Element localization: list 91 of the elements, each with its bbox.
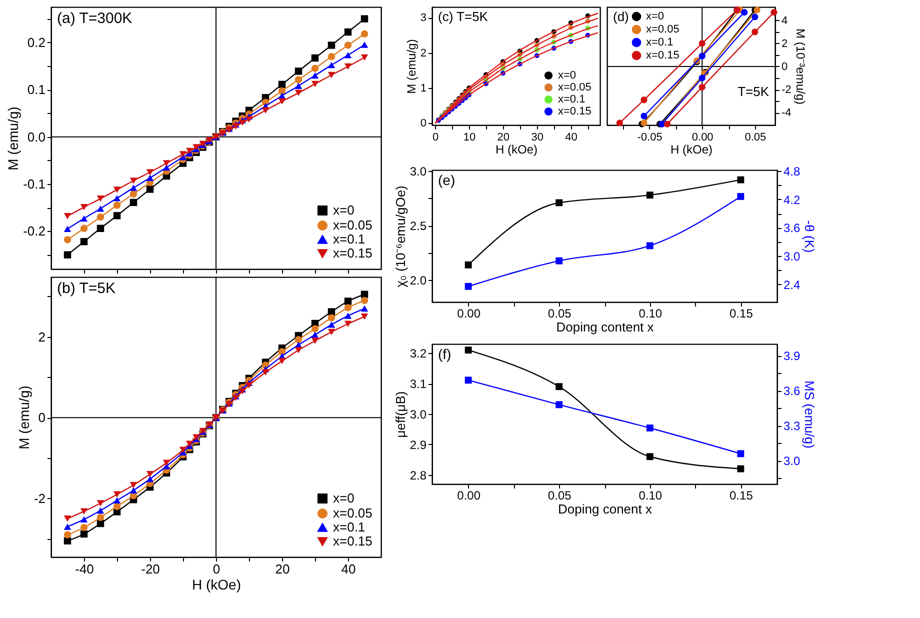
y2-tick-label: 3.9	[784, 349, 801, 364]
x-tick-label: -40	[75, 562, 94, 576]
x-tick-label: -0.05	[637, 132, 662, 144]
y2-tick-label: -2	[782, 84, 792, 96]
y2-axis-title: M (10⁻³emu/g)	[793, 28, 808, 105]
x-tick-label: 20	[275, 562, 290, 576]
y-tick-label: 2	[420, 47, 426, 60]
x-axis-title: H (kOe)	[670, 142, 713, 156]
y-tick-label: 3	[420, 12, 426, 24]
x-tick-label: 0.05	[744, 132, 766, 144]
x-tick-label: 0.15	[730, 306, 754, 320]
y-tick-label: 0.0	[27, 129, 46, 144]
y-tick-label: 2	[38, 329, 46, 344]
x-axis-title: Doping conent x	[558, 502, 652, 516]
y2-tick-label: 4.2	[784, 192, 801, 207]
legend-label: x=0.15	[333, 246, 372, 260]
y-tick-label: 2.5	[410, 219, 427, 234]
y-tick-label: -2	[34, 490, 46, 506]
legend-label: x=0	[646, 10, 664, 22]
x-tick-label: -20	[141, 562, 160, 576]
annotation: (d)	[613, 9, 629, 24]
y-tick-label: -0.2	[23, 224, 46, 239]
y2-tick-label: 2.4	[784, 278, 801, 292]
legend-label: x=0.05	[333, 506, 372, 520]
y-axis-title: M (emu/g)	[5, 106, 22, 170]
x-tick-label: 0.10	[638, 306, 662, 320]
y-tick-label: 2.9	[410, 438, 427, 452]
y-axis-title: M (emu/g)	[404, 39, 418, 94]
y-tick-label: -0.1	[23, 176, 46, 192]
x-tick-label: 0.00	[692, 132, 714, 144]
legend-label: x=0.05	[646, 24, 680, 36]
x-tick-label: 0.00	[457, 488, 481, 502]
y-tick-label: 1	[420, 82, 426, 95]
annotation: (b) T=5K	[57, 280, 116, 297]
y2-tick-label: 4.8	[784, 164, 801, 178]
y2-axis-title: MS (emu/g)	[802, 380, 818, 448]
y-tick-label: 2.0	[410, 274, 427, 288]
annotation: (e)	[438, 172, 456, 188]
annotation: (a) T=300K	[57, 10, 132, 27]
legend-label: x=0	[333, 202, 354, 218]
legend-label: x=0.1	[333, 520, 366, 534]
legend-label: x=0.1	[333, 232, 366, 246]
legend-label: x=0	[333, 490, 354, 506]
y-tick-label: 3.2	[410, 346, 427, 361]
y2-tick-label: 3.0	[784, 250, 801, 264]
y-tick-label: 0	[420, 118, 426, 130]
y2-tick-label: 0	[782, 60, 788, 73]
y-tick-label: 2.8	[410, 468, 427, 482]
legend-label: x=0.15	[558, 106, 592, 118]
y2-tick-label: 3.6	[784, 221, 801, 236]
y-axis-title: M (emu/g)	[16, 386, 32, 450]
annotation: (c) T=5K	[438, 9, 488, 24]
x-tick-label: 30	[531, 132, 544, 144]
y-tick-label: 3.1	[410, 377, 427, 392]
y-tick-label: 0.1	[27, 82, 46, 98]
y-tick-label: 3.0	[410, 164, 427, 179]
y2-axis-title: -θ (K)	[802, 220, 818, 253]
y2-tick-label: 3.0	[784, 454, 801, 468]
x-axis-title: Doping content x	[556, 320, 654, 334]
y2-tick-label: -4	[782, 107, 792, 120]
x-tick-label: 40	[565, 132, 578, 144]
y2-tick-label: 3.3	[784, 419, 801, 434]
y-tick-label: 3.0	[410, 408, 427, 422]
x-axis-title: H (kOe)	[496, 142, 538, 156]
annotation: T=5K	[738, 84, 770, 99]
x-tick-label: 0.05	[548, 488, 572, 502]
x-tick-label: 40	[341, 562, 356, 576]
y2-tick-label: 4	[782, 14, 788, 27]
legend-label: x=0.15	[646, 50, 680, 62]
legend-label: x=0.15	[333, 534, 372, 548]
annotation: (f)	[438, 346, 452, 362]
y2-tick-label: 2	[782, 38, 788, 50]
x-tick-label: 0.15	[730, 488, 754, 502]
x-tick-label: 0.10	[638, 488, 662, 502]
y2-tick-label: 3.6	[784, 384, 801, 398]
y-tick-label: 0.2	[27, 34, 46, 50]
x-tick-label: 10	[463, 132, 476, 144]
y-axis-title: χ₀ (10⁻⁶emu/gOe)	[392, 186, 408, 288]
legend-label: x=0.05	[558, 82, 592, 94]
x-tick-label: 20	[497, 132, 510, 144]
x-tick-label: 0	[432, 132, 439, 144]
legend-label: x=0	[558, 70, 576, 82]
x-tick-label: 0.00	[457, 306, 481, 320]
x-tick-label: 0	[212, 562, 220, 576]
legend-label: x=0.1	[646, 36, 674, 48]
x-tick-label: 0.05	[548, 306, 572, 320]
legend-label: x=0.05	[333, 218, 372, 232]
y-axis-title: μeff(μB)	[392, 391, 408, 438]
legend-label: x=0.1	[558, 94, 586, 106]
x-axis-title: H (kOe)	[192, 576, 241, 592]
y-tick-label: 0	[38, 410, 46, 426]
